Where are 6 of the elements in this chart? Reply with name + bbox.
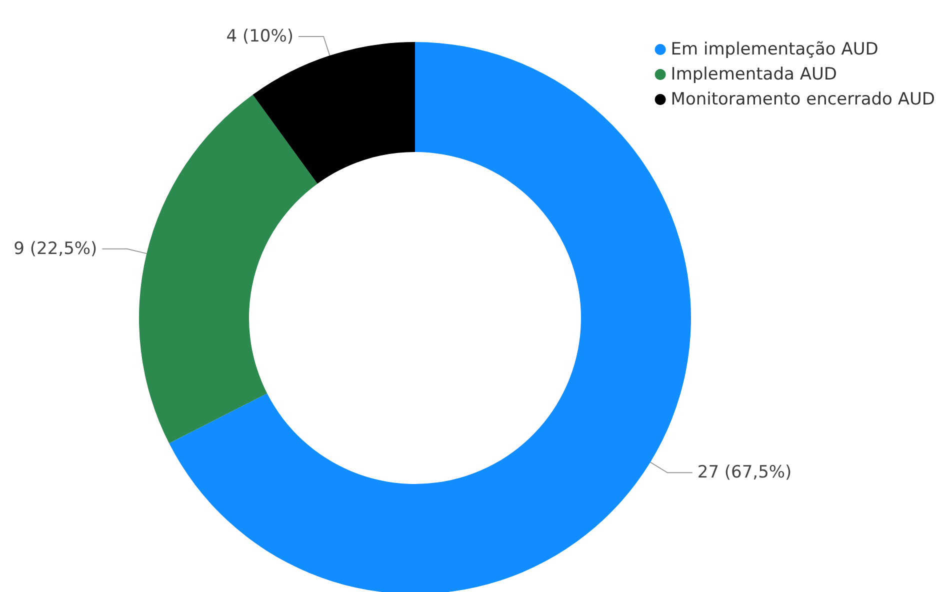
legend-label: Monitoramento encerrado AUD [670,90,936,110]
legend-label: Implementada AUD [670,64,838,84]
data-label: 27 (67,5%) [697,462,792,483]
data-label: 9 (22,5%) [14,238,98,259]
legend-label: Em implementação AUD [670,40,878,60]
data-label: 4 (10%) [226,26,294,46]
